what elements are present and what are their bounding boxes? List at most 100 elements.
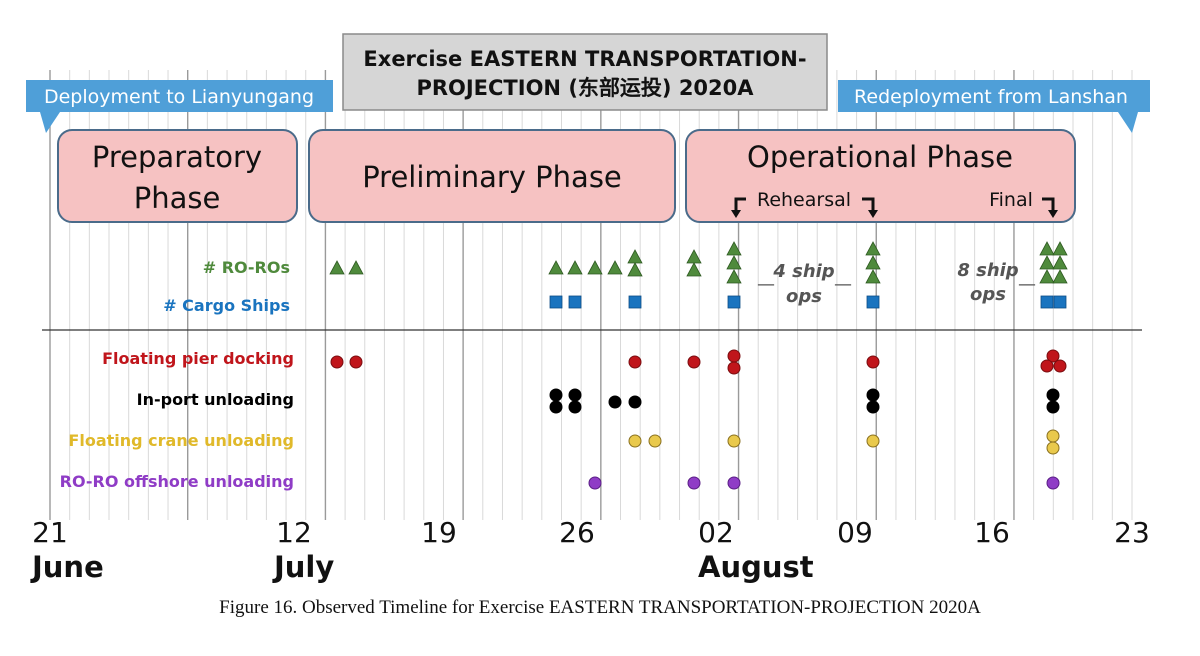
month-label-july: July <box>272 550 334 584</box>
tick-label: 02 <box>698 516 734 549</box>
cargo-square <box>549 295 563 309</box>
crane-unloading-dot <box>1046 441 1060 455</box>
preliminary-phase-bg <box>308 129 676 223</box>
inport-unloading-dot <box>549 400 563 414</box>
rehearsal-bracket-right <box>862 197 875 214</box>
title-line-2: PROJECTION (东部运投) 2020A <box>416 76 754 100</box>
redeployment-banner-label: Redeployment from Lanshan <box>854 86 1128 108</box>
roro-triangle <box>1052 269 1068 284</box>
roro-triangle <box>726 269 742 284</box>
eight-ship-dash: — <box>1018 274 1036 295</box>
pier-docking-dot <box>1040 359 1054 373</box>
roro-triangle <box>329 260 345 275</box>
pier-docking-dot <box>866 355 880 369</box>
preliminary-phase-box: Preliminary Phase <box>308 129 676 223</box>
deployment-banner-label: Deployment to Lianyungang <box>44 86 314 108</box>
tick-label: 09 <box>837 516 873 549</box>
operational-phase-bg <box>685 129 1076 223</box>
offshore-unloading-dot <box>588 476 602 490</box>
activity-markers <box>330 349 1067 490</box>
inport-unloading-dot <box>568 400 582 414</box>
roro-triangle <box>686 262 702 277</box>
crane-unloading-dot <box>648 434 662 448</box>
title-box: Exercise EASTERN TRANSPORTATION- PROJECT… <box>342 33 828 111</box>
final-bracket <box>1042 197 1055 214</box>
four-ship-line-2: ops <box>786 286 822 307</box>
cargo-markers <box>549 295 1067 309</box>
roro-triangle <box>1052 241 1068 256</box>
crane-unloading-dot <box>628 434 642 448</box>
eight-ship-line-1: 8 ship <box>957 260 1018 281</box>
tick-label: 23 <box>1114 516 1150 549</box>
inport-unloading-dot <box>549 388 563 402</box>
roro-triangle <box>1039 269 1055 284</box>
inport-unloading-dot <box>866 400 880 414</box>
deployment-banner: Deployment to Lianyungang <box>26 80 333 133</box>
eight-ship-ops-note: 8 ship ops — <box>957 260 1036 305</box>
preparatory-phase-bg <box>57 129 298 223</box>
roro-triangle <box>587 260 603 275</box>
rehearsal-arrow-left <box>731 210 741 218</box>
pier-docking-dot <box>687 355 701 369</box>
month-label-august: August <box>698 550 814 584</box>
pier-docking-dot <box>1053 359 1067 373</box>
pier-docking-dot <box>349 355 363 369</box>
crane-unloading-dot <box>727 434 741 448</box>
tick-label: 19 <box>421 516 457 549</box>
month-label-june: June <box>30 550 104 584</box>
deployment-banner-shape <box>26 80 333 133</box>
preliminary-phase-label: Preliminary Phase <box>362 160 622 194</box>
redeployment-banner: Redeployment from Lanshan <box>838 80 1150 133</box>
preparatory-phase-line-2: Phase <box>134 181 221 215</box>
crane-unloading-dot <box>1046 429 1060 443</box>
offshore-unloading-dot <box>1046 476 1060 490</box>
cargo-square <box>628 295 642 309</box>
title-line-1: Exercise EASTERN TRANSPORTATION- <box>363 47 806 71</box>
rehearsal-bracket-left <box>734 197 746 214</box>
roro-triangle <box>726 241 742 256</box>
title-box-bg <box>342 33 828 111</box>
roro-triangle <box>865 241 881 256</box>
roro-triangle <box>1039 255 1055 270</box>
four-ship-ops-note: — 4 ship ops — <box>757 261 852 307</box>
pier-docking-dot <box>1046 349 1060 363</box>
four-ship-dash-left: — <box>757 274 775 295</box>
roro-triangle <box>567 260 583 275</box>
cargo-square <box>866 295 880 309</box>
row-label-offshore: RO-RO offshore unloading <box>60 472 294 491</box>
roro-triangle <box>686 249 702 264</box>
final-arrow <box>1048 210 1058 218</box>
offshore-unloading-dot <box>727 476 741 490</box>
roro-triangle <box>865 255 881 270</box>
inport-unloading-dot <box>608 395 622 409</box>
tick-label: 26 <box>559 516 595 549</box>
cargo-square <box>1053 295 1067 309</box>
roro-triangle <box>865 269 881 284</box>
row-label-inport: In-port unloading <box>137 390 294 409</box>
operational-phase-label: Operational Phase <box>747 140 1013 174</box>
roro-triangle <box>348 260 364 275</box>
four-ship-line-1: 4 ship <box>772 261 834 282</box>
pier-docking-dot <box>727 349 741 363</box>
inport-unloading-dot <box>866 388 880 402</box>
roro-triangle <box>1039 241 1055 256</box>
cargo-square <box>1040 295 1054 309</box>
crane-unloading-dot <box>866 434 880 448</box>
redeployment-banner-shape <box>838 80 1150 133</box>
rehearsal-label: Rehearsal <box>757 189 851 211</box>
inport-unloading-dot <box>628 395 642 409</box>
offshore-unloading-dot <box>687 476 701 490</box>
roro-triangle <box>548 260 564 275</box>
pier-docking-dot <box>330 355 344 369</box>
month-labels: June July August <box>30 550 814 584</box>
cargo-square <box>727 295 741 309</box>
tick-label: 16 <box>974 516 1010 549</box>
inport-unloading-dot <box>1046 400 1060 414</box>
roro-markers <box>329 241 1068 284</box>
tick-label: 12 <box>276 516 312 549</box>
row-label-cargo: # Cargo Ships <box>163 296 290 315</box>
preparatory-phase-box: Preparatory Phase <box>57 129 298 223</box>
row-labels: # RO-ROs # Cargo Ships Floating pier doc… <box>60 258 294 491</box>
